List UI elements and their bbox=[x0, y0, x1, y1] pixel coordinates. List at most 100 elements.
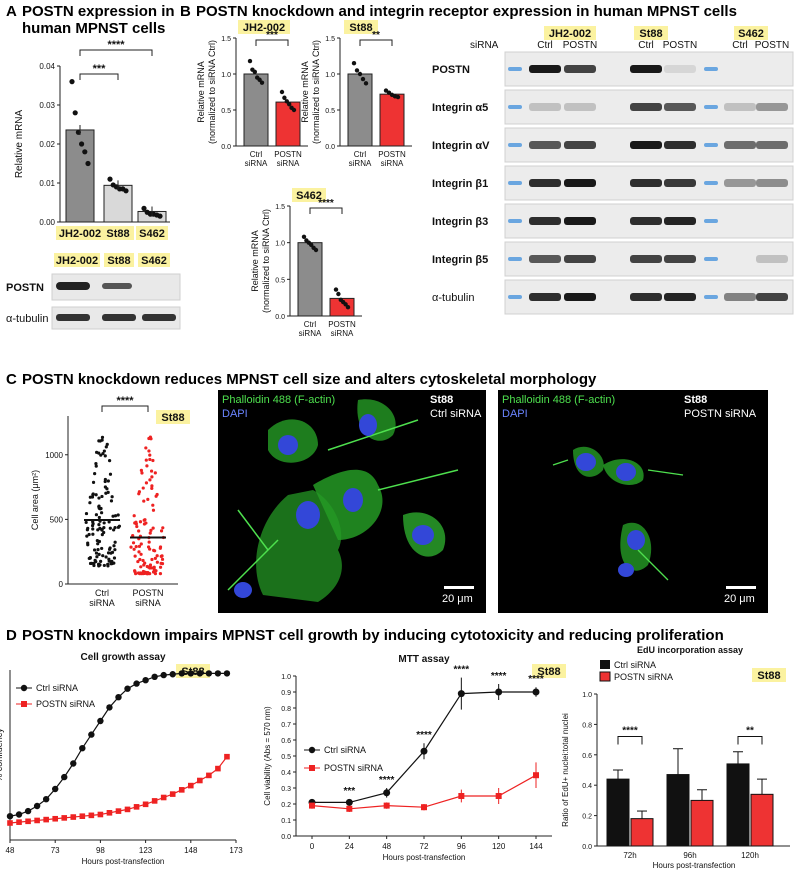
d2-point-postn bbox=[383, 802, 390, 809]
b-blot-band bbox=[630, 141, 662, 149]
d3-bar bbox=[690, 799, 714, 847]
c-point bbox=[148, 478, 152, 482]
b-point bbox=[395, 94, 401, 100]
b-xlabel: POSTN bbox=[328, 320, 356, 329]
panel-b-western-blot: JH2-002 St88 S462 siRNA Ctrl POSTN Ctrl POSTN Ct… bbox=[432, 26, 794, 315]
c-sig: **** bbox=[116, 395, 134, 407]
d1-point-postn bbox=[52, 815, 58, 822]
c-point bbox=[94, 493, 98, 497]
d2-sig: **** bbox=[491, 671, 507, 682]
b-chart-cell: S462 bbox=[296, 190, 322, 202]
panel-c-title: POSTN knockdown reduces MPNST cell size … bbox=[22, 371, 597, 388]
postn-dapi-label: DAPI bbox=[502, 408, 528, 420]
ctrl-cond-label: Ctrl siRNA bbox=[430, 408, 482, 420]
d2-ytick-label: 1.0 bbox=[281, 674, 291, 681]
d3-ytick-label: 0.8 bbox=[582, 722, 592, 729]
b-bar bbox=[347, 73, 373, 147]
d2-sig: **** bbox=[379, 775, 395, 786]
d1-point-ctrl bbox=[61, 773, 68, 781]
d3-xtick-label: 120h bbox=[741, 851, 759, 860]
b-point bbox=[282, 95, 287, 100]
c-point bbox=[100, 435, 105, 439]
c-point bbox=[96, 547, 100, 552]
c-point bbox=[149, 528, 153, 533]
d1-point-postn bbox=[169, 791, 176, 797]
c-point bbox=[93, 472, 97, 476]
c-point bbox=[153, 556, 157, 560]
d1-point-ctrl bbox=[88, 731, 95, 738]
b-xlabel: siRNA bbox=[245, 159, 268, 168]
b-blot-band bbox=[664, 217, 696, 225]
c-point bbox=[108, 472, 113, 476]
d1-point-ctrl bbox=[52, 785, 59, 793]
d2-xtick-label: 0 bbox=[310, 842, 315, 851]
d1-point-ctrl bbox=[15, 811, 23, 818]
b-blot-ladder bbox=[704, 143, 718, 147]
d1-point-ctrl bbox=[178, 670, 185, 677]
b-point bbox=[252, 69, 257, 75]
postn-cond-label: POSTN siRNA bbox=[684, 408, 757, 420]
c-point bbox=[88, 501, 92, 505]
b-ytick-label: 1.5 bbox=[275, 204, 285, 211]
c-point bbox=[131, 534, 135, 538]
a-ylabel: Relative mRNA bbox=[14, 110, 25, 179]
d1-point-postn bbox=[124, 806, 131, 813]
b-chart-cell-highlight bbox=[344, 20, 378, 34]
c-ylabel: Cell area (μm²) bbox=[30, 470, 40, 530]
c-point bbox=[99, 506, 103, 511]
d1-xtick-label: 98 bbox=[96, 846, 105, 855]
d3-ylabel: Ratio of EdU+ nuclei:total nuclei bbox=[561, 713, 570, 827]
d1-point-ctrl bbox=[124, 685, 131, 692]
a-category-label: S462 bbox=[139, 228, 165, 240]
a-ytick-label: 0.04 bbox=[39, 62, 55, 71]
panel-b-title: POSTN knockdown and integrin receptor ex… bbox=[196, 3, 737, 20]
a-sig-bracket-1 bbox=[79, 73, 119, 80]
c-point bbox=[113, 548, 117, 552]
b-blot-band bbox=[724, 103, 756, 111]
d2-cell-highlight bbox=[532, 664, 566, 678]
a-point bbox=[141, 205, 147, 211]
a-blot-header-highlight bbox=[54, 253, 100, 267]
ctrl-cells-illustration bbox=[227, 399, 474, 602]
b-ytick-label: 0.5 bbox=[221, 108, 231, 115]
b-blot-band bbox=[756, 255, 788, 263]
d2-ytick-label: 0.5 bbox=[281, 754, 291, 761]
a-category-label-highlight bbox=[136, 226, 168, 240]
c-point bbox=[145, 464, 149, 468]
b-blot-band bbox=[529, 179, 561, 187]
a-blot-row-label: POSTN bbox=[6, 282, 44, 294]
d3-ytick-label: 1.0 bbox=[582, 692, 592, 699]
b-ytick-label: 1.0 bbox=[325, 72, 335, 79]
c-point bbox=[95, 555, 99, 559]
c-point bbox=[144, 521, 148, 525]
c-point bbox=[99, 453, 103, 457]
b-point bbox=[284, 99, 289, 104]
d1-point-postn bbox=[151, 798, 158, 804]
b-blot-band bbox=[664, 255, 696, 263]
c-point bbox=[148, 531, 152, 535]
b-blot-band bbox=[664, 103, 696, 111]
d2-point-postn bbox=[495, 793, 502, 799]
d1-point-ctrl bbox=[33, 802, 41, 810]
d2-xtick-label: 96 bbox=[457, 842, 466, 851]
d2-sig: **** bbox=[528, 674, 544, 685]
d1-point-ctrl bbox=[24, 807, 32, 815]
micrograph-postn: Phalloidin 488 (F-actin) DAPI St88 POSTN… bbox=[498, 390, 768, 613]
c-cell-label: St88 bbox=[161, 412, 184, 424]
b-xlabel: Ctrl bbox=[250, 150, 263, 159]
c-point bbox=[107, 459, 112, 463]
c-point bbox=[151, 526, 155, 530]
d2-point-ctrl bbox=[457, 690, 465, 698]
b-bar bbox=[275, 101, 301, 147]
c-point bbox=[100, 494, 104, 499]
c-point bbox=[97, 539, 102, 544]
c-point bbox=[91, 492, 95, 496]
d1-legend-postn: POSTN siRNA bbox=[36, 699, 95, 709]
d3-legend-swatch bbox=[600, 660, 610, 669]
c-point bbox=[148, 563, 153, 567]
c-point bbox=[91, 532, 95, 536]
c-point bbox=[107, 547, 112, 551]
ctrl-cell-label: St88 bbox=[430, 394, 454, 406]
a-point bbox=[72, 110, 78, 116]
d2-ytick-label: 0.0 bbox=[281, 834, 291, 841]
